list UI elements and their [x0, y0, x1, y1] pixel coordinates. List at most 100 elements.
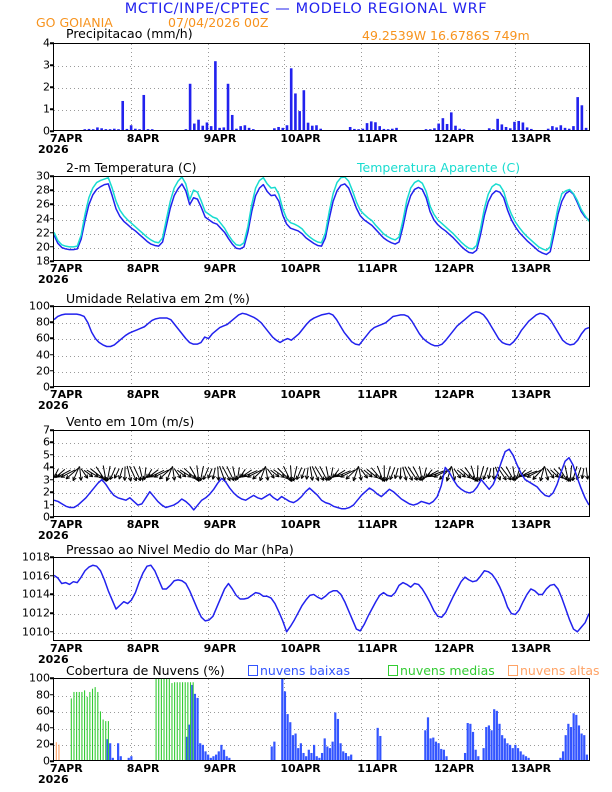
y-tick-label: 0 — [43, 380, 50, 394]
gridline-v — [361, 558, 363, 640]
y-tick-mark — [50, 370, 54, 372]
y-tick-label: 28 — [36, 183, 50, 197]
y-tick-label: 1014 — [22, 587, 50, 601]
panel-title-precip: Precipitacao (mm/h) — [66, 26, 193, 41]
gridline-h — [54, 339, 589, 341]
y-tick-label: 20 — [36, 737, 50, 751]
gridline-h — [54, 614, 589, 615]
y-tick-mark — [50, 454, 54, 456]
x-tick-label: 7APR — [50, 642, 83, 655]
x-tick-label: 7APR — [50, 132, 83, 145]
x-tick-label: 11APR — [357, 262, 398, 275]
y-tick-mark — [50, 556, 54, 558]
cloud-legend-0: nuvens baixas — [248, 663, 350, 678]
x-tick-label: 9APR — [203, 388, 237, 401]
y-tick-label: 20 — [36, 240, 50, 254]
y-tick-label: 30 — [36, 169, 50, 183]
y-axis-humidity: 0 20 40 60 80 100 — [0, 300, 54, 394]
page-title: MCTIC/INPE/CPTEC — MODELO REGIONAL WRF — [124, 1, 488, 17]
x-tick-label: 7APR — [50, 762, 83, 775]
gridline-h — [54, 455, 589, 457]
x-tick-label: 13APR — [510, 642, 552, 655]
x-tick-label: 13APR — [510, 132, 552, 145]
gridline-h — [54, 110, 589, 111]
y-tick-label: 100 — [29, 299, 50, 313]
y-tick-mark — [50, 175, 54, 177]
y-tick-mark — [50, 321, 54, 323]
x-tick-label: 8APR — [126, 132, 160, 145]
x-tick-label: 12APR — [434, 262, 475, 275]
model-run-time: 07/04/2026 00Z — [168, 15, 269, 30]
gridline-h — [54, 191, 589, 193]
gridline-h — [54, 632, 589, 634]
gridline-h — [54, 595, 589, 597]
y-tick-mark — [50, 478, 54, 481]
y-tick-label: 18 — [36, 254, 50, 268]
gridline-v — [361, 679, 363, 760]
plot-area-pressure — [53, 557, 590, 641]
y-tick-label: 4 — [43, 460, 50, 474]
y-tick-mark — [50, 42, 54, 44]
gridline-v — [514, 558, 516, 640]
gridline-h — [54, 493, 589, 495]
legend-swatch-2 — [508, 665, 518, 676]
x-tick-label: 10APR — [280, 262, 321, 275]
panel-title-clouds: Cobertura de Nuvens (%) — [66, 663, 225, 678]
x-tick-label: 11APR — [357, 642, 398, 655]
plot-canvas-precip — [83, 61, 588, 130]
gridline-v — [130, 679, 132, 760]
y-tick-mark — [50, 130, 54, 132]
plot-area-temp — [53, 176, 590, 261]
plot-canvas-wind — [54, 448, 589, 511]
gridline-h — [54, 712, 589, 714]
plot-canvas-pressure — [54, 564, 589, 633]
plot-area-humidity — [53, 306, 590, 387]
gridline-h — [54, 745, 589, 747]
x-tick-label: 8APR — [126, 642, 160, 655]
y-tick-label: 1 — [43, 102, 50, 116]
y-tick-mark — [50, 305, 54, 307]
y-tick-label: 1 — [43, 498, 50, 512]
series-line — [54, 448, 589, 511]
y-axis-pressure: 1010 1012 1014 1016 1018 — [0, 551, 54, 641]
x-tick-label: 7APR — [50, 518, 83, 531]
y-tick-mark — [50, 574, 54, 577]
x-tick-label: 12APR — [434, 132, 475, 145]
panel-title-temp: 2-m Temperatura (C) — [66, 160, 197, 175]
series-line — [54, 564, 589, 633]
x-tick-label: 9APR — [203, 518, 237, 531]
y-tick-mark — [50, 516, 54, 518]
y-tick-label: 60 — [36, 704, 50, 718]
y-tick-mark — [50, 231, 54, 234]
y-tick-mark — [50, 86, 54, 88]
gridline-v — [284, 558, 286, 640]
gridline-v — [207, 44, 209, 130]
plot-area-clouds — [53, 678, 590, 761]
y-tick-label: 4 — [43, 36, 50, 50]
y-tick-mark — [50, 760, 54, 762]
y-tick-label: 5 — [43, 448, 50, 462]
y-axis-precip: 0 1 2 3 4 — [0, 37, 54, 138]
plot-canvas-humidity — [54, 310, 589, 348]
y-tick-label: 20 — [36, 364, 50, 378]
gridline-v — [514, 177, 516, 260]
station-name: GO GOIANIA — [36, 15, 113, 30]
gridline-v — [130, 431, 132, 516]
series-line — [54, 310, 589, 348]
gridline-h — [54, 371, 589, 373]
cloud-legend-2: nuvens altas — [508, 663, 600, 678]
y-tick-label: 0 — [43, 510, 50, 524]
x-tick-label: 13APR — [510, 388, 552, 401]
y-tick-mark — [50, 630, 54, 633]
gridline-v — [130, 177, 132, 260]
y-tick-mark — [50, 743, 54, 746]
x-tick-label: 11APR — [357, 388, 398, 401]
y-tick-label: 24 — [36, 212, 50, 225]
plot-area-precip — [53, 43, 590, 131]
y-tick-mark — [50, 246, 54, 248]
gridline-v — [284, 307, 286, 386]
y-tick-label: 22 — [36, 226, 50, 240]
y-tick-mark — [50, 64, 54, 66]
gridline-h — [54, 233, 589, 235]
gridline-v — [514, 44, 516, 130]
